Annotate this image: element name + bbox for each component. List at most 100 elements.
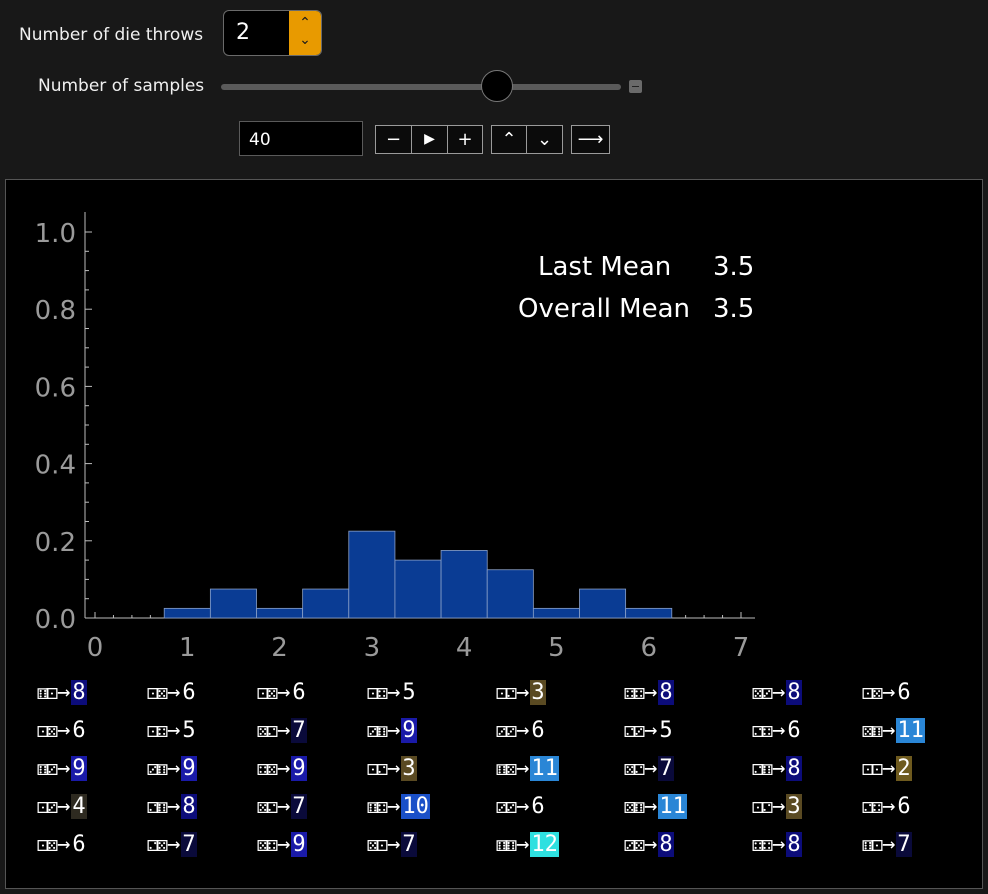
samples-label: Number of samples: [38, 76, 205, 96]
sample-sum: 6: [181, 680, 197, 705]
dice-faces-icon: ⚂⚂: [496, 794, 517, 818]
arrow-icon: →: [277, 832, 291, 857]
decrement-chevron-down-icon[interactable]: ⌄: [299, 32, 311, 48]
slower-button[interactable]: ⌄: [526, 125, 563, 154]
dice-faces-icon: ⚄⚅: [862, 718, 883, 742]
output-panel: [5, 179, 983, 889]
arrow-icon: →: [772, 794, 786, 819]
play-button[interactable]: ▶: [411, 125, 448, 154]
dice-faces-icon: ⚂⚄: [624, 832, 645, 856]
dice-faces-icon: ⚂⚅: [147, 756, 168, 780]
sample-sum: 7: [658, 756, 674, 781]
sample-result: ⚄⚀→7: [367, 829, 417, 860]
sample-result: ⚀⚄→6: [37, 829, 87, 860]
arrow-icon: →: [882, 756, 896, 781]
sample-result: ⚀⚁→3: [367, 753, 417, 784]
sample-sum: 6: [786, 718, 802, 743]
dice-faces-icon: ⚄⚁: [624, 756, 645, 780]
y-tick-label: 1.0: [35, 219, 76, 249]
histogram-bar: [579, 588, 627, 619]
dice-faces-icon: ⚄⚂: [752, 680, 773, 704]
sample-sum: 7: [291, 794, 307, 819]
throws-stepper[interactable]: 2 ⌃ ⌄: [223, 10, 322, 56]
sample-result: ⚁⚅→8: [147, 791, 197, 822]
sample-result: ⚁⚄→7: [147, 829, 197, 860]
arrow-icon: →: [167, 680, 181, 705]
sample-sum: 3: [401, 756, 417, 781]
sample-sum: 7: [896, 832, 912, 857]
sample-result: ⚅⚀→7: [862, 829, 912, 860]
increment-button[interactable]: +: [447, 125, 483, 154]
arrow-icon: →: [516, 680, 530, 705]
dice-faces-icon: ⚅⚃: [367, 794, 388, 818]
last-mean-label: Last Mean: [538, 252, 672, 282]
arrow-icon: →: [167, 832, 181, 857]
sample-sum: 6: [896, 680, 912, 705]
y-tick-label: 0.4: [35, 451, 76, 481]
sample-sum: 5: [658, 718, 674, 743]
dice-faces-icon: ⚀⚄: [257, 680, 278, 704]
sample-result: ⚃⚃→8: [752, 829, 802, 860]
samples-input[interactable]: 40: [239, 121, 363, 156]
arrow-icon: →: [516, 832, 530, 857]
sample-sum: 6: [896, 794, 912, 819]
dice-faces-icon: ⚅⚀: [862, 832, 883, 856]
sample-result: ⚅⚂→9: [37, 753, 87, 784]
arrow-icon: →: [387, 832, 401, 857]
dice-faces-icon: ⚀⚀: [862, 756, 883, 780]
sample-result: ⚄⚅→11: [624, 791, 687, 822]
histogram-bar: [348, 530, 396, 619]
sample-sum: 5: [401, 680, 417, 705]
sample-sum: 8: [181, 794, 197, 819]
histogram-bar: [532, 607, 580, 619]
x-tick-label: 1: [179, 633, 196, 663]
overall-mean-label: Overall Mean: [518, 294, 691, 324]
sample-sum: 8: [658, 680, 674, 705]
sample-sum: 5: [181, 718, 197, 743]
dice-faces-icon: ⚅⚀: [37, 680, 58, 704]
sample-sum: 7: [291, 718, 307, 743]
dice-faces-icon: ⚅⚅: [496, 832, 517, 856]
faster-button[interactable]: ⌃: [491, 125, 527, 154]
arrow-icon: →: [516, 794, 530, 819]
arrow-icon: →: [644, 756, 658, 781]
slider-options-toggle[interactable]: [629, 80, 642, 93]
x-tick-label: 2: [271, 633, 288, 663]
samples-slider-thumb[interactable]: [481, 70, 513, 102]
direction-button[interactable]: ⟶: [571, 125, 610, 154]
x-tick-label: 0: [87, 633, 104, 663]
sample-result: ⚀⚄→6: [257, 677, 307, 708]
increment-chevron-up-icon[interactable]: ⌃: [299, 15, 311, 31]
arrow-icon: →: [387, 680, 401, 705]
dice-faces-icon: ⚀⚄: [37, 832, 58, 856]
overall-mean-value: 3.5: [713, 294, 755, 324]
throws-value[interactable]: 2: [236, 20, 250, 45]
sample-result: ⚅⚅→12: [496, 829, 559, 860]
throws-spin-buttons[interactable]: ⌃ ⌄: [289, 11, 321, 55]
sample-sum: 8: [658, 832, 674, 857]
sample-sum: 3: [530, 680, 546, 705]
samples-slider-track[interactable]: [221, 84, 621, 90]
sample-result: ⚁⚃→6: [862, 791, 912, 822]
sample-result: ⚅⚃→10: [367, 791, 430, 822]
x-tick-label: 6: [640, 633, 657, 663]
dice-faces-icon: ⚁⚅: [147, 794, 168, 818]
sample-sum: 9: [181, 756, 197, 781]
sample-sum: 9: [71, 756, 87, 781]
arrow-icon: →: [644, 794, 658, 819]
sample-sum: 6: [530, 794, 546, 819]
arrow-icon: →: [387, 756, 401, 781]
dice-faces-icon: ⚁⚃: [862, 794, 883, 818]
dice-faces-icon: ⚄⚁: [257, 718, 278, 742]
arrow-icon: →: [167, 718, 181, 743]
sample-result: ⚀⚂→4: [37, 791, 87, 822]
sample-sum: 6: [71, 832, 87, 857]
dice-faces-icon: ⚂⚅: [367, 718, 388, 742]
decrement-button[interactable]: −: [375, 125, 412, 154]
dice-faces-icon: ⚃⚃: [624, 680, 645, 704]
sample-result: ⚅⚄→11: [496, 753, 559, 784]
last-mean-value: 3.5: [713, 252, 755, 282]
dice-faces-icon: ⚃⚃: [752, 832, 773, 856]
arrow-icon: →: [387, 718, 401, 743]
